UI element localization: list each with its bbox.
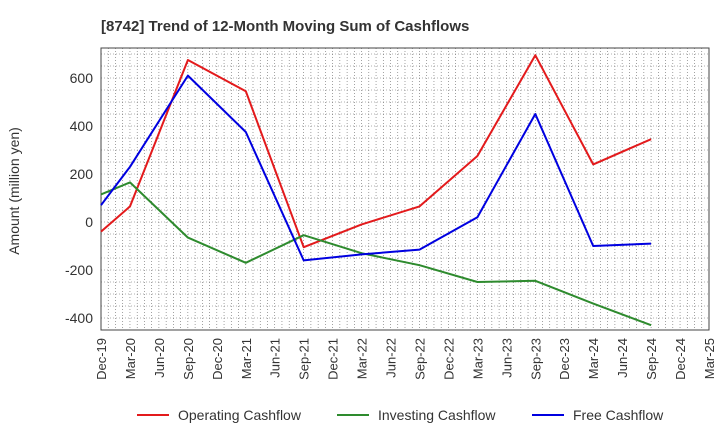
x-tick-label: Dec-19 — [94, 338, 109, 380]
axes: -400 -200 0 200 400 600 Dec-19 Mar-20 Jun-20 Sep-… — [65, 47, 717, 380]
x-tick-label: Dec-20 — [210, 338, 225, 380]
legend: Operating Cashflow Investing Cashflow Free… — [137, 407, 664, 423]
x-tick-label: Dec-21 — [326, 338, 341, 380]
x-tick-label: Sep-24 — [644, 338, 659, 380]
x-tick-label: Mar-22 — [355, 338, 370, 379]
x-tick-label: Jun-20 — [152, 338, 167, 378]
x-tick-label: Jun-21 — [268, 338, 283, 378]
y-tick-label: 400 — [70, 118, 94, 134]
x-tick-label: Mar-23 — [470, 338, 485, 379]
series-line-free-cashflow — [100, 74, 652, 262]
y-tick-label: 600 — [70, 70, 94, 86]
x-tick-label: Mar-25 — [702, 338, 717, 379]
x-tick-label: Sep-22 — [412, 338, 427, 380]
legend-label-investing-cashflow: Investing Cashflow — [378, 407, 496, 423]
legend-label-operating-cashflow: Operating Cashflow — [178, 407, 302, 423]
chart-title: [8742] Trend of 12-Month Moving Sum of C… — [101, 18, 469, 35]
series-line-investing-cashflow — [100, 181, 652, 327]
y-tick-label: 0 — [85, 214, 93, 230]
x-tick-label: Mar-20 — [123, 338, 138, 379]
x-tick-label: Mar-21 — [239, 338, 254, 379]
x-tick-label: Sep-23 — [528, 338, 543, 380]
legend-label-free-cashflow: Free Cashflow — [573, 407, 664, 423]
series-lines — [100, 54, 652, 327]
x-tick-label: Jun-24 — [615, 338, 630, 378]
y-axis-label: Amount (million yen) — [6, 127, 22, 255]
x-tick-label: Dec-23 — [557, 338, 572, 380]
plot-border — [100, 47, 710, 331]
x-tick-label: Dec-24 — [673, 338, 688, 380]
x-tick-label: Sep-20 — [181, 338, 196, 380]
y-tick-label: 200 — [70, 166, 94, 182]
series-line-operating-cashflow — [100, 54, 652, 249]
x-tick-label: Jun-23 — [499, 338, 514, 378]
grid-lines — [100, 48, 710, 331]
x-tick-label: Dec-22 — [441, 338, 456, 380]
x-tick-label: Jun-22 — [384, 338, 399, 378]
y-tick-label: -400 — [65, 310, 93, 326]
y-tick-label: -200 — [65, 262, 93, 278]
x-tick-label: Mar-24 — [586, 338, 601, 379]
x-tick-label: Sep-21 — [297, 338, 312, 380]
